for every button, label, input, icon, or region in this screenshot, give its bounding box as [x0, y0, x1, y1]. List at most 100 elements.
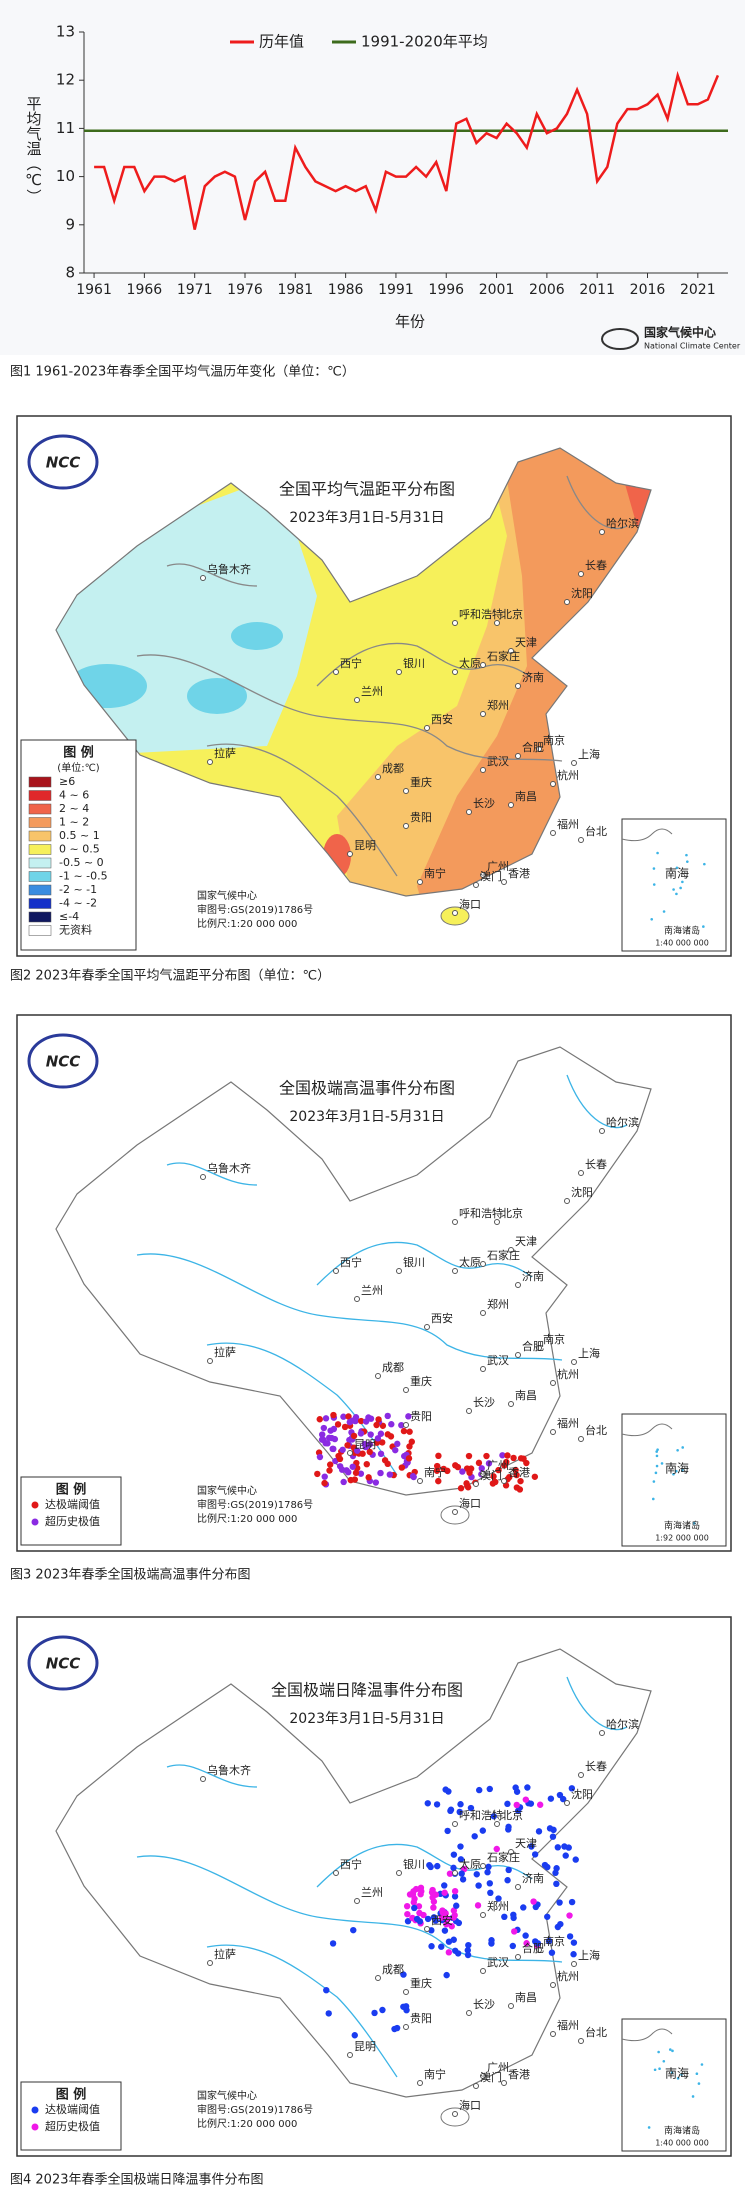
station-dot: [489, 1480, 497, 1487]
station-dot: [504, 1877, 511, 1884]
city-label: 贵阳: [410, 811, 432, 824]
city-label: 哈尔滨: [606, 1717, 639, 1731]
station-dot: [465, 1941, 472, 1949]
city-label: 香港: [508, 2068, 530, 2081]
inset-island: [655, 1464, 659, 1468]
station-dot: [463, 1480, 470, 1487]
map-credit: 国家气候中心: [197, 1484, 257, 1497]
city-marker: [550, 1982, 556, 1988]
city-marker: [200, 575, 206, 581]
station-dot: [459, 1876, 467, 1883]
station-dot: [448, 1923, 455, 1930]
city-marker: [466, 809, 472, 815]
station-dot: [443, 1971, 450, 1979]
station-dot: [546, 1825, 554, 1832]
station-dot: [458, 1870, 465, 1877]
station-dot: [531, 1473, 539, 1480]
station-dot: [561, 1843, 568, 1850]
inset-island: [695, 2072, 699, 2075]
station-dot: [483, 1452, 490, 1460]
inset-island: [662, 910, 666, 913]
city-label: 郑州: [487, 1899, 509, 1913]
city-label: 北京: [501, 607, 523, 621]
city-marker: [536, 1947, 542, 1953]
legend-label: 1991-2020年平均: [361, 33, 488, 51]
station-dot: [450, 1936, 457, 1943]
city-marker: [571, 760, 577, 766]
station-dot: [329, 1445, 336, 1453]
city-label: 郑州: [487, 1297, 509, 1311]
legend-label: -1 ~ -0.5: [59, 870, 108, 883]
station-dot: [379, 1439, 386, 1446]
city-label: 武汉: [487, 755, 509, 768]
legend-swatch: [28, 776, 52, 788]
inset-island: [680, 2073, 683, 2076]
station-dot: [314, 1470, 321, 1478]
city-marker: [599, 1128, 605, 1134]
city-marker: [480, 1310, 486, 1316]
chart-background: [0, 0, 745, 355]
station-dot: [365, 1474, 372, 1481]
inset-island: [697, 2082, 701, 2085]
station-dot: [566, 1912, 573, 1919]
city-marker: [480, 662, 486, 668]
station-dot: [404, 1910, 411, 1918]
inset-island: [686, 860, 689, 863]
city-label: 西宁: [340, 1857, 362, 1871]
station-dot: [510, 1454, 517, 1462]
inset-island: [675, 1469, 678, 1473]
station-dot: [478, 1465, 485, 1472]
station-dot: [377, 1469, 384, 1477]
city-label: 成都: [382, 1963, 404, 1976]
station-dot: [504, 1800, 511, 1808]
city-marker: [403, 788, 409, 794]
city-label: 南京: [543, 1934, 565, 1948]
city-label: 贵阳: [410, 2012, 432, 2025]
city-label: 杭州: [557, 1367, 579, 1381]
station-dot: [405, 1455, 413, 1462]
station-dot: [556, 1899, 563, 1906]
map-credit: 比例尺:1:20 000 000: [197, 917, 297, 930]
station-dot: [386, 1471, 394, 1478]
inset-island: [672, 1472, 675, 1476]
station-dot: [346, 1418, 354, 1426]
station-dot: [357, 1417, 365, 1425]
station-dot: [467, 1804, 475, 1812]
city-label: 乌鲁木齐: [207, 1161, 251, 1175]
city-marker: [347, 851, 353, 857]
city-marker: [452, 2111, 458, 2117]
city-marker: [480, 1912, 486, 1918]
station-dot: [410, 1899, 418, 1906]
station-dot: [320, 1424, 328, 1432]
station-dot: [522, 1796, 530, 1803]
x-tick-label: 2001: [479, 282, 515, 298]
city-marker: [480, 767, 486, 773]
logo-text: National Climate Center: [644, 342, 741, 351]
city-label: 长春: [585, 559, 607, 572]
station-dot: [424, 1915, 432, 1923]
city-label: 广州: [487, 860, 509, 873]
station-dot: [391, 2025, 398, 2033]
city-label: 昆明: [354, 2040, 376, 2053]
city-label: 福州: [557, 1416, 579, 1430]
x-tick-label: 1976: [227, 282, 263, 298]
city-label: 呼和浩特: [459, 1808, 503, 1822]
city-label: 石家庄: [487, 649, 520, 663]
legend-swatch: [31, 2106, 39, 2114]
city-label: 武汉: [487, 1956, 509, 1969]
city-marker: [417, 2080, 423, 2086]
station-dot: [495, 1466, 502, 1474]
inset-island: [651, 1497, 655, 1501]
city-label: 天津: [515, 636, 537, 649]
city-label: 上海: [578, 747, 600, 761]
station-dot: [522, 1932, 529, 1939]
y-tick-label: 10: [56, 167, 75, 185]
legend-swatch: [28, 790, 52, 801]
city-marker: [564, 1198, 570, 1204]
inset-frame: [621, 1413, 727, 1547]
city-marker: [333, 669, 339, 675]
legend-label: ≤-4: [59, 910, 79, 923]
city-label: 济南: [522, 670, 544, 684]
station-dot: [345, 1413, 352, 1420]
legend-label: 超历史极值: [45, 1514, 100, 1528]
